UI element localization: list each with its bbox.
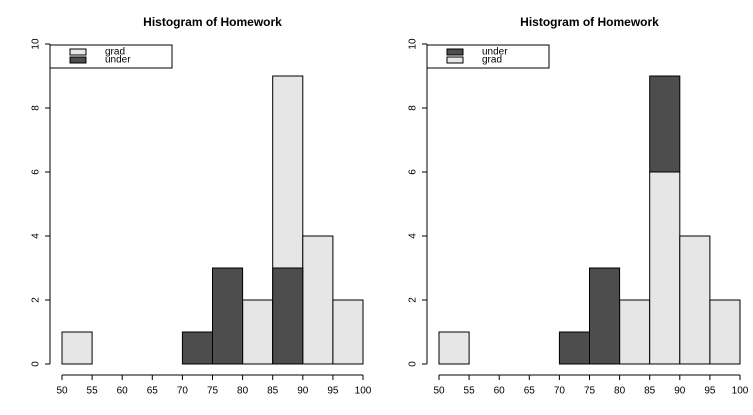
legend-swatch — [446, 48, 464, 56]
x-tick-label: 65 — [524, 386, 536, 397]
bar — [302, 235, 334, 365]
bar — [649, 171, 681, 365]
x-tick-label: 85 — [644, 386, 656, 397]
legend-label: grad — [105, 47, 125, 58]
x-tick-label: 75 — [584, 386, 596, 397]
x-tick-label: 100 — [732, 386, 749, 397]
y-tick-label: 10 — [408, 38, 419, 50]
bar — [619, 299, 651, 365]
bar — [709, 299, 741, 365]
legend-swatch — [69, 56, 87, 64]
bar — [212, 267, 244, 365]
bar — [558, 331, 591, 365]
bar — [438, 331, 470, 365]
x-tick-label: 55 — [464, 386, 476, 397]
legend-swatch — [446, 56, 464, 64]
y-tick-label: 0 — [408, 361, 419, 367]
chart-title: Histogram of Homework — [520, 15, 659, 29]
x-tick-label: 80 — [614, 386, 626, 397]
x-tick-label: 50 — [56, 386, 68, 397]
legend-box — [49, 44, 173, 69]
bar — [332, 299, 364, 365]
y-tick-label: 10 — [31, 38, 42, 50]
x-tick-label: 75 — [207, 386, 219, 397]
chart-title: Histogram of Homework — [143, 15, 282, 29]
y-tick-label: 4 — [408, 233, 419, 239]
y-tick-label: 2 — [31, 297, 42, 303]
x-tick-label: 70 — [554, 386, 566, 397]
legend-box — [426, 44, 550, 69]
bar — [242, 299, 274, 365]
bar — [649, 75, 681, 173]
legend-label: under — [105, 55, 131, 66]
x-tick-label: 55 — [87, 386, 99, 397]
x-tick-label: 70 — [177, 386, 189, 397]
bar — [589, 267, 621, 365]
legend-label: grad — [482, 55, 502, 66]
y-tick-label: 6 — [408, 169, 419, 175]
x-tick-label: 95 — [704, 386, 716, 397]
x-tick-label: 85 — [267, 386, 279, 397]
x-tick-label: 90 — [674, 386, 686, 397]
x-tick-label: 95 — [327, 386, 339, 397]
y-tick-label: 4 — [31, 233, 42, 239]
y-tick-label: 8 — [408, 105, 419, 111]
x-tick-label: 65 — [147, 386, 159, 397]
x-tick-label: 100 — [355, 386, 372, 397]
y-tick-label: 2 — [408, 297, 419, 303]
bar — [181, 331, 213, 365]
y-tick-label: 0 — [31, 361, 42, 367]
x-tick-label: 50 — [433, 386, 445, 397]
legend-swatch — [69, 48, 87, 56]
legend-label: under — [482, 47, 508, 58]
y-tick-label: 8 — [31, 105, 42, 111]
x-tick-label: 60 — [117, 386, 129, 397]
x-tick-label: 80 — [237, 386, 249, 397]
bar — [272, 267, 304, 365]
bar — [61, 331, 93, 365]
bar — [679, 235, 711, 365]
y-tick-label: 6 — [31, 169, 42, 175]
x-tick-label: 60 — [494, 386, 506, 397]
x-tick-label: 90 — [297, 386, 309, 397]
